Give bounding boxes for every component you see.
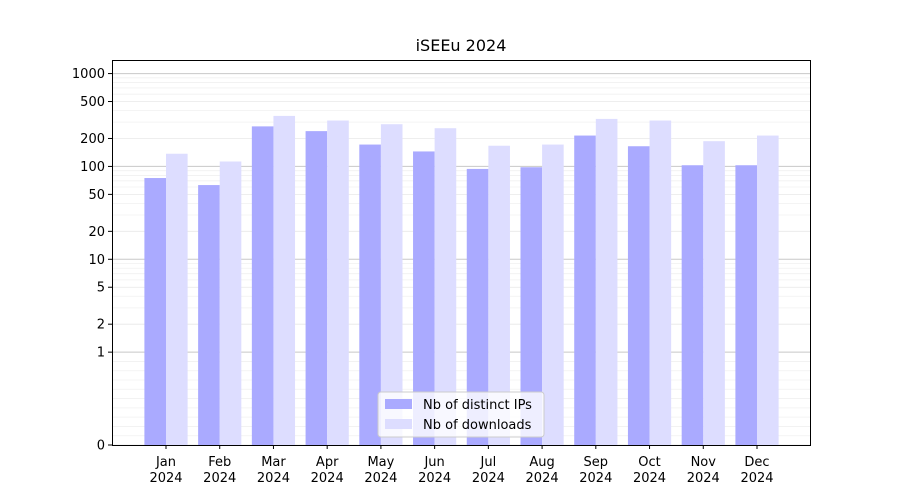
- y-tick-label: 0: [97, 439, 105, 454]
- bar-distinct-ips: [305, 131, 328, 446]
- x-tick-label-month: Mar: [261, 455, 286, 470]
- bar-downloads: [166, 153, 188, 446]
- x-tick-label-year: 2024: [740, 471, 773, 486]
- bar-downloads: [542, 144, 564, 445]
- legend-label: Nb of distinct IPs: [423, 398, 532, 413]
- x-tick-label-year: 2024: [149, 471, 182, 486]
- bar-downloads: [219, 161, 242, 445]
- bar-downloads: [327, 120, 349, 445]
- x-tick-label-month: May: [367, 455, 394, 470]
- bar-distinct-ips: [574, 135, 596, 445]
- bar-downloads: [434, 128, 457, 445]
- x-tick-label-month: Apr: [316, 455, 339, 470]
- x-tick-label-year: 2024: [364, 471, 397, 486]
- x-tick-label-month: Oct: [638, 455, 660, 470]
- bars-layer: [144, 115, 779, 446]
- x-tick-label-month: Aug: [529, 455, 554, 470]
- bar-downloads: [703, 141, 725, 445]
- bar-distinct-ips: [627, 146, 650, 445]
- bar-downloads: [757, 135, 779, 445]
- x-tick-label-year: 2024: [579, 471, 612, 486]
- bar-distinct-ips: [413, 151, 435, 445]
- y-tick-label: 1000: [72, 67, 105, 82]
- chart-title: iSEEu 2024: [416, 36, 507, 55]
- legend-swatch: [385, 399, 412, 409]
- plot-frame: [112, 60, 811, 446]
- y-axis: 0 1 2 5 10 20 50 100 200 500 1000: [72, 67, 112, 454]
- bar-distinct-ips: [735, 165, 757, 445]
- x-tick-label-month: Jan: [155, 455, 176, 470]
- bar-distinct-ips: [681, 165, 704, 445]
- y-tick-label: 10: [88, 253, 105, 268]
- x-tick-label-month: Jul: [480, 455, 497, 470]
- y-tick-label: 20: [88, 225, 105, 240]
- bar-distinct-ips: [251, 126, 274, 445]
- x-tick-label-year: 2024: [633, 471, 666, 486]
- x-tick-label-month: Jun: [423, 455, 444, 470]
- y-tick-label: 200: [80, 132, 105, 147]
- bar-downloads: [273, 115, 296, 446]
- x-tick-label-month: Sep: [584, 455, 609, 470]
- y-tick-label: 50: [88, 188, 105, 203]
- x-tick-label-year: 2024: [687, 471, 720, 486]
- bar-distinct-ips: [359, 144, 381, 445]
- y-tick-label: 100: [80, 160, 105, 175]
- bar-distinct-ips: [466, 168, 489, 445]
- x-tick-label-month: Nov: [691, 455, 717, 470]
- y-tick-label: 1: [97, 346, 105, 361]
- x-tick-label-month: Feb: [208, 455, 231, 470]
- x-axis: Jan2024Feb2024Mar2024Apr2024May2024Jun20…: [149, 445, 774, 486]
- x-tick-label-month: Dec: [744, 455, 769, 470]
- bar-downloads: [380, 124, 403, 445]
- bar-distinct-ips: [198, 185, 220, 445]
- legend-label: Nb of downloads: [423, 418, 532, 433]
- x-tick-label-year: 2024: [257, 471, 290, 486]
- bar-distinct-ips: [520, 167, 543, 445]
- bar-downloads: [488, 145, 510, 445]
- legend-box: [377, 391, 545, 438]
- x-tick-label-year: 2024: [526, 471, 559, 486]
- y-tick-label: 2: [97, 318, 105, 333]
- legend-swatch: [385, 419, 412, 429]
- bar-downloads: [595, 118, 618, 445]
- bar-downloads: [649, 120, 672, 445]
- y-tick-label: 5: [97, 281, 105, 296]
- x-tick-label-year: 2024: [472, 471, 505, 486]
- legend: Nb of distinct IPs Nb of downloads: [377, 391, 545, 438]
- x-tick-label-year: 2024: [418, 471, 451, 486]
- y-tick-label: 500: [80, 95, 105, 110]
- x-tick-label-year: 2024: [311, 471, 344, 486]
- bar-distinct-ips: [144, 178, 166, 445]
- x-tick-label-year: 2024: [203, 471, 236, 486]
